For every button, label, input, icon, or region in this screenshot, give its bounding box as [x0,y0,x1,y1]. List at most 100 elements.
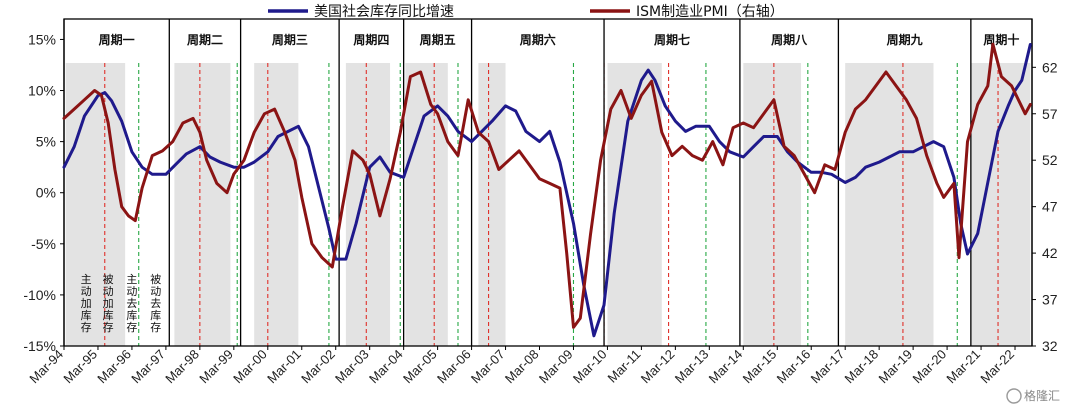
x-axis: Mar-94Mar-95Mar-96Mar-97Mar-98Mar-99Mar-… [26,346,1017,386]
x-tick-label: Mar-19 [876,347,916,387]
phase-annotation-char: 加 [81,297,92,310]
shaded-period [743,63,802,346]
watermark-icon [1006,388,1022,404]
x-tick-label: Mar-09 [536,347,576,387]
legend: 美国社会库存同比增速 ISM制造业PMI（右轴） [268,4,784,20]
cycle-label: 周期五 [420,32,456,47]
y-left-tick-label: 0% [36,185,56,201]
y-axis-left: 15% 10% 5% 0% -5% -10% -15% [23,31,64,354]
x-tick-label: Mar-12 [638,347,678,387]
phase-annotation-char: 存 [150,320,161,334]
x-tick-label: Mar-04 [366,347,406,387]
phase-annotation-char: 动 [150,285,161,298]
x-tick-label: Mar-95 [60,347,100,387]
phase-annotation-char: 库 [150,309,161,322]
phase-annotation-char: 库 [103,309,114,322]
y-left-tick-label: 15% [28,31,56,47]
inventory-growth-line [62,43,1032,338]
y-right-tick-label: 42 [1042,245,1058,261]
x-tick-label: Mar-14 [706,347,746,387]
phase-annotation-char: 去 [126,297,137,310]
y-right-tick-label: 32 [1042,338,1058,354]
phase-annotation-char: 动 [81,285,92,298]
x-tick-label: Mar-18 [842,347,882,387]
y-right-tick-label: 47 [1042,199,1058,215]
phase-annotation-char: 动 [126,285,137,298]
plot-border [63,18,1033,347]
phase-annotation: 被动去库存 [150,273,161,334]
x-tick-label: Mar-96 [94,347,134,387]
ism-pmi-line [62,42,1032,329]
x-tick-label: Mar-22 [977,347,1017,387]
y-right-tick-label: 37 [1042,292,1058,308]
shaded-period [65,63,126,346]
legend-label: ISM制造业PMI（右轴） [636,4,784,20]
phase-annotation-char: 存 [81,320,92,334]
phase-annotation-char: 库 [81,309,92,322]
x-tick-label: Mar-10 [570,347,610,387]
phase-annotation-char: 库 [126,309,137,322]
y-left-tick-label: -5% [31,236,56,252]
shaded-period [970,63,1031,346]
x-tick-label: Mar-11 [604,347,643,386]
x-tick-label: Mar-97 [128,347,168,387]
shaded-period [405,63,448,346]
phase-annotation-char: 主 [126,273,137,286]
y-left-tick-label: -10% [23,287,56,303]
x-tick-label: Mar-98 [162,347,202,387]
watermark: 格隆汇 [1006,388,1060,404]
cycle-label: 周期十 [983,32,1019,47]
phase-annotation-char: 加 [103,297,114,310]
x-tick-label: Mar-20 [909,347,949,387]
shaded-periods [65,63,1031,346]
x-tick-label: Mar-99 [196,347,236,387]
x-tick-label: Mar-07 [468,347,508,387]
shaded-period [174,63,231,346]
cycle-label: 周期二 [187,32,223,47]
legend-label: 美国社会库存同比增速 [314,4,454,20]
phase-annotation: 主动去库存 [126,273,137,334]
cycle-label: 周期九 [887,32,923,47]
y-left-tick-label: 5% [36,134,56,150]
y-right-tick-label: 57 [1042,106,1058,122]
x-tick-label: Mar-01 [264,347,304,387]
cycle-label: 周期一 [99,32,135,47]
x-tick-label: Mar-00 [230,347,270,387]
phase-annotation: 被动加库存 [103,273,114,334]
y-axis-right: 62 57 52 47 42 37 32 [1032,59,1058,354]
shaded-period [478,63,506,346]
shaded-period [845,63,934,346]
plot-frame [63,18,1033,347]
phase-dashed-lines [104,63,999,346]
phase-annotation: 主动加库存 [81,273,92,334]
y-left-tick-label: 10% [28,83,56,99]
y-right-tick-label: 52 [1042,152,1058,168]
x-tick-label: Mar-21 [943,347,983,387]
x-tick-label: Mar-02 [298,347,338,387]
x-tick-label: Mar-03 [332,347,372,387]
phase-annotation-char: 存 [126,320,137,334]
series-lines [62,42,1032,338]
cycle-label: 周期七 [654,32,690,47]
y-left-tick-label: -15% [23,338,56,354]
cycle-label: 周期四 [353,32,389,47]
phase-annotation-char: 存 [103,320,114,334]
phase-annotation-char: 被 [103,273,114,286]
phase-annotation-char: 被 [150,273,161,286]
watermark-text: 格隆汇 [1024,388,1060,403]
cycle-label: 周期八 [771,32,808,47]
x-tick-label: Mar-17 [808,347,848,387]
cycle-label: 周期三 [272,32,308,47]
shaded-period [254,63,299,346]
phase-annotation-char: 动 [103,285,114,298]
x-tick-label: Mar-06 [434,347,474,387]
cycle-label: 周期六 [520,32,556,47]
y-right-tick-label: 62 [1042,59,1058,75]
x-tick-label: Mar-15 [740,347,780,387]
x-tick-label: Mar-05 [400,347,440,387]
x-tick-label: Mar-13 [672,347,712,387]
x-tick-label: Mar-08 [502,347,542,387]
phase-annotation-char: 去 [150,297,161,310]
